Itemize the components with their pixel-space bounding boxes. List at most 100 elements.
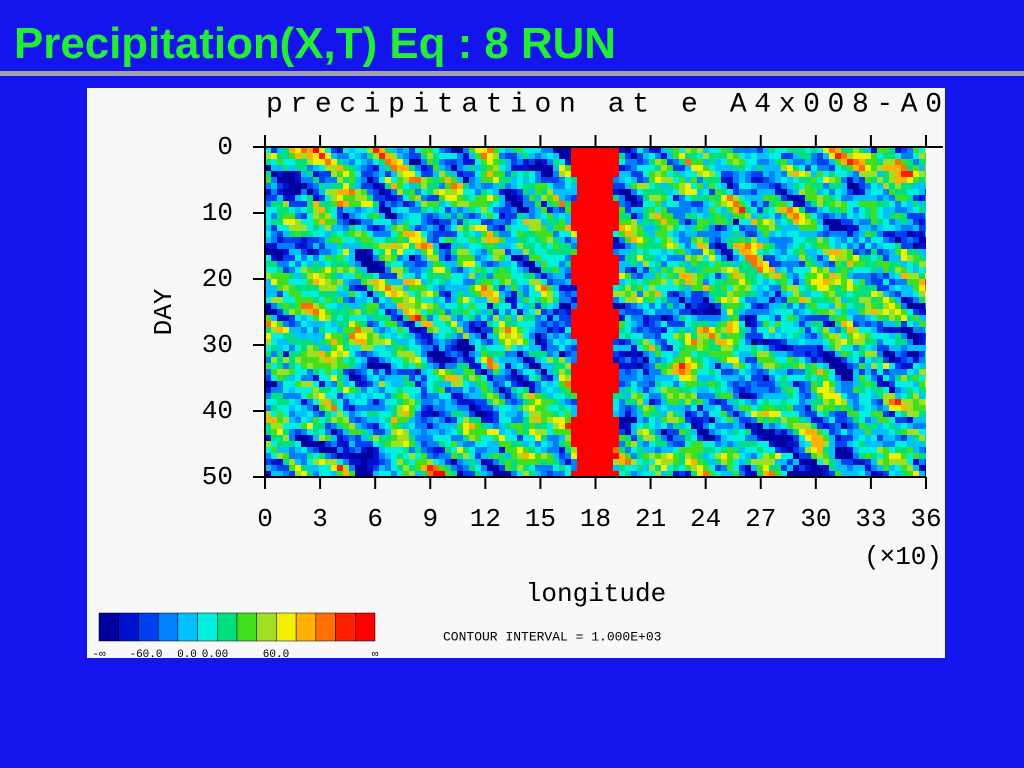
field-cell	[583, 183, 589, 189]
field-cell	[361, 351, 367, 357]
field-cell	[619, 213, 625, 219]
field-cell	[817, 237, 823, 243]
field-cell	[529, 387, 535, 393]
field-cell	[457, 405, 463, 411]
field-cell	[493, 267, 499, 273]
field-cell	[679, 231, 685, 237]
field-cell	[559, 267, 565, 273]
field-cell	[805, 357, 811, 363]
field-cell	[511, 393, 517, 399]
field-cell	[379, 327, 385, 333]
field-cell	[673, 159, 679, 165]
field-cell	[829, 177, 835, 183]
field-cell	[499, 333, 505, 339]
field-cell	[505, 225, 511, 231]
field-cell	[523, 357, 529, 363]
field-cell	[271, 225, 277, 231]
field-cell	[829, 159, 835, 165]
field-cell	[607, 165, 613, 171]
field-cell	[319, 183, 325, 189]
field-cell	[427, 255, 433, 261]
field-cell	[487, 267, 493, 273]
field-cell	[817, 363, 823, 369]
field-cell	[637, 165, 643, 171]
field-cell	[487, 261, 493, 267]
field-cell	[883, 285, 889, 291]
field-cell	[319, 339, 325, 345]
field-cell	[925, 219, 926, 225]
field-cell	[715, 297, 721, 303]
field-cell	[661, 315, 667, 321]
field-cell	[403, 381, 409, 387]
field-cell	[583, 243, 589, 249]
field-cell	[319, 243, 325, 249]
field-cell	[361, 213, 367, 219]
field-cell	[715, 153, 721, 159]
field-cell	[595, 363, 601, 369]
field-cell	[805, 279, 811, 285]
field-cell	[811, 225, 817, 231]
field-cell	[433, 405, 439, 411]
field-cell	[367, 159, 373, 165]
field-cell	[385, 345, 391, 351]
field-cell	[343, 387, 349, 393]
field-cell	[817, 153, 823, 159]
field-cell	[913, 153, 919, 159]
field-cell	[721, 315, 727, 321]
field-cell	[571, 231, 577, 237]
field-cell	[409, 315, 415, 321]
field-cell	[661, 201, 667, 207]
field-cell	[409, 225, 415, 231]
field-cell	[337, 225, 343, 231]
field-cell	[823, 315, 829, 321]
field-cell	[583, 393, 589, 399]
field-cell	[355, 183, 361, 189]
field-cell	[679, 183, 685, 189]
field-cell	[895, 363, 901, 369]
field-cell	[793, 207, 799, 213]
field-cell	[451, 267, 457, 273]
field-cell	[757, 159, 763, 165]
field-cell	[901, 207, 907, 213]
field-cell	[559, 183, 565, 189]
field-cell	[661, 177, 667, 183]
field-cell	[427, 351, 433, 357]
field-cell	[751, 171, 757, 177]
field-cell	[439, 195, 445, 201]
field-cell	[763, 303, 769, 309]
field-cell	[697, 189, 703, 195]
field-cell	[721, 189, 727, 195]
field-cell	[313, 333, 319, 339]
field-cell	[433, 345, 439, 351]
field-cell	[919, 225, 925, 231]
field-cell	[865, 375, 871, 381]
field-cell	[619, 357, 625, 363]
field-cell	[487, 255, 493, 261]
field-cell	[853, 207, 859, 213]
field-cell	[697, 321, 703, 327]
field-cell	[325, 183, 331, 189]
field-cell	[691, 303, 697, 309]
field-cell	[757, 339, 763, 345]
field-cell	[871, 375, 877, 381]
field-cell	[547, 225, 553, 231]
field-cell	[679, 261, 685, 267]
field-cell	[835, 201, 841, 207]
field-cell	[601, 279, 607, 285]
field-cell	[295, 285, 301, 291]
field-cell	[841, 237, 847, 243]
field-cell	[379, 369, 385, 375]
field-cell	[265, 375, 271, 381]
field-cell	[661, 237, 667, 243]
field-cell	[763, 153, 769, 159]
field-cell	[781, 351, 787, 357]
field-cell	[715, 249, 721, 255]
field-cell	[415, 153, 421, 159]
field-cell	[805, 375, 811, 381]
field-cell	[709, 171, 715, 177]
field-cell	[649, 237, 655, 243]
field-cell	[355, 357, 361, 363]
field-cell	[859, 393, 865, 399]
field-cell	[907, 405, 913, 411]
field-cell	[913, 393, 919, 399]
